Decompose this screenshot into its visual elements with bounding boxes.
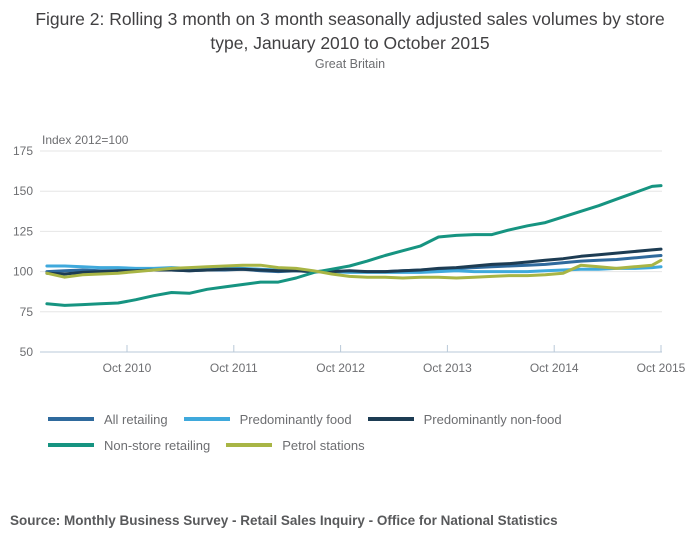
legend-label-all-retailing: All retailing — [104, 411, 168, 427]
y-tick-label: 125 — [13, 224, 33, 238]
chart-legend: All retailing Predominantly food Predomi… — [48, 406, 668, 458]
legend-label-petrol-stations: Petrol stations — [282, 437, 365, 453]
legend-swatch-predominantly-non-food — [367, 417, 414, 421]
y-tick-label: 100 — [13, 265, 33, 279]
legend-label-predominantly-non-food: Predominantly non-food — [423, 411, 562, 427]
legend-row-1: All retailing Predominantly food Predomi… — [48, 406, 668, 432]
legend-item-predominantly-non-food: Predominantly non-food — [367, 411, 562, 427]
x-tick-label: Oct 2013 — [423, 361, 472, 375]
x-tick-label: Oct 2014 — [530, 361, 579, 375]
legend-item-petrol-stations: Petrol stations — [226, 437, 365, 453]
figure-subtitle: Great Britain — [314, 57, 386, 71]
y-tick-label: 175 — [13, 144, 33, 158]
legend-item-all-retailing: All retailing — [48, 412, 168, 427]
legend-swatch-predominantly-food — [183, 417, 230, 421]
legend-swatch-all-retailing — [48, 417, 94, 421]
figure-title: Figure 2: Rolling 3 month on 3 month sea… — [35, 9, 665, 53]
series-line-petrol-stations — [45, 258, 663, 280]
legend-label-non-store-retailing: Non-store retailing — [104, 437, 211, 453]
x-tick-label: Oct 2015 — [637, 361, 686, 375]
legend-item-non-store-retailing: Non-store retailing — [48, 438, 210, 453]
legend-item-predominantly-food: Predominantly food — [183, 411, 352, 427]
x-tick-label: Oct 2010 — [103, 361, 152, 375]
legend-swatch-petrol-stations — [226, 443, 273, 447]
legend-row-2: Non-store retailing Petrol stations — [48, 432, 668, 458]
source-note: Source: Monthly Business Survey - Retail… — [10, 513, 558, 528]
legend-label-predominantly-food: Predominantly food — [239, 411, 352, 427]
y-axis-label: Index 2012=100 — [42, 133, 129, 147]
y-tick-label: 150 — [13, 184, 33, 198]
series-line-non-store-retailing — [45, 184, 663, 307]
x-tick-label: Oct 2012 — [316, 361, 365, 375]
sales-line-chart: 50 75 100 125 150 175 Oct 2010 Oct 2011 Oct 2012… — [13, 144, 686, 375]
y-tick-label: 75 — [20, 305, 34, 319]
y-tick-label: 50 — [20, 345, 34, 359]
legend-swatch-non-store-retailing — [48, 443, 94, 447]
x-tick-label: Oct 2011 — [210, 361, 258, 375]
